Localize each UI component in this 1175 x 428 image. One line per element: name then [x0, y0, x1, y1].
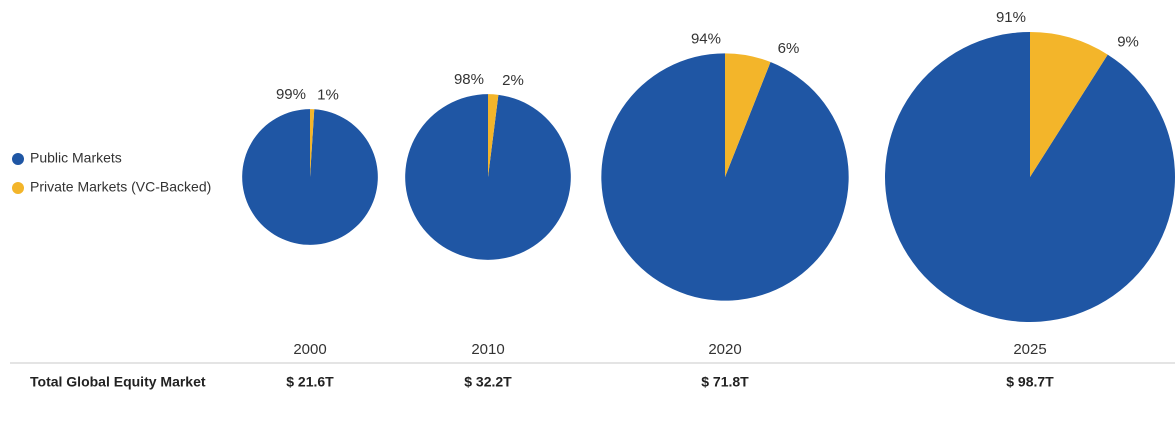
- category-label: 2010: [471, 341, 504, 358]
- value-label: 6%: [778, 40, 800, 57]
- category-label: 2000: [293, 341, 326, 358]
- value-label: 2%: [502, 72, 524, 89]
- pie-slice: [310, 109, 315, 177]
- pie-slice: [488, 94, 499, 177]
- value-label: 99%: [276, 86, 306, 103]
- legend-label: Public Markets: [30, 150, 122, 166]
- value-label: 9%: [1117, 34, 1139, 51]
- value-label: 98%: [454, 71, 484, 88]
- pie-slice: [601, 53, 849, 301]
- total-label: $ 71.8T: [701, 374, 749, 390]
- legend-label: Private Markets (VC-Backed): [30, 179, 211, 195]
- pie-slice: [1030, 32, 1108, 177]
- total-label: $ 32.2T: [464, 374, 512, 390]
- pie-slice: [242, 109, 378, 245]
- category-label: 2020: [708, 341, 741, 358]
- value-label: 1%: [317, 86, 339, 103]
- legend-swatch: [12, 153, 24, 165]
- total-title: Total Global Equity Market: [30, 374, 206, 390]
- value-label: 91%: [996, 9, 1026, 26]
- total-label: $ 98.7T: [1006, 374, 1054, 390]
- pie-slice: [405, 94, 571, 260]
- category-label: 2025: [1013, 341, 1046, 358]
- value-label: 94%: [691, 30, 721, 47]
- pie-slice: [725, 53, 771, 177]
- total-label: $ 21.6T: [286, 374, 334, 390]
- legend-swatch: [12, 182, 24, 194]
